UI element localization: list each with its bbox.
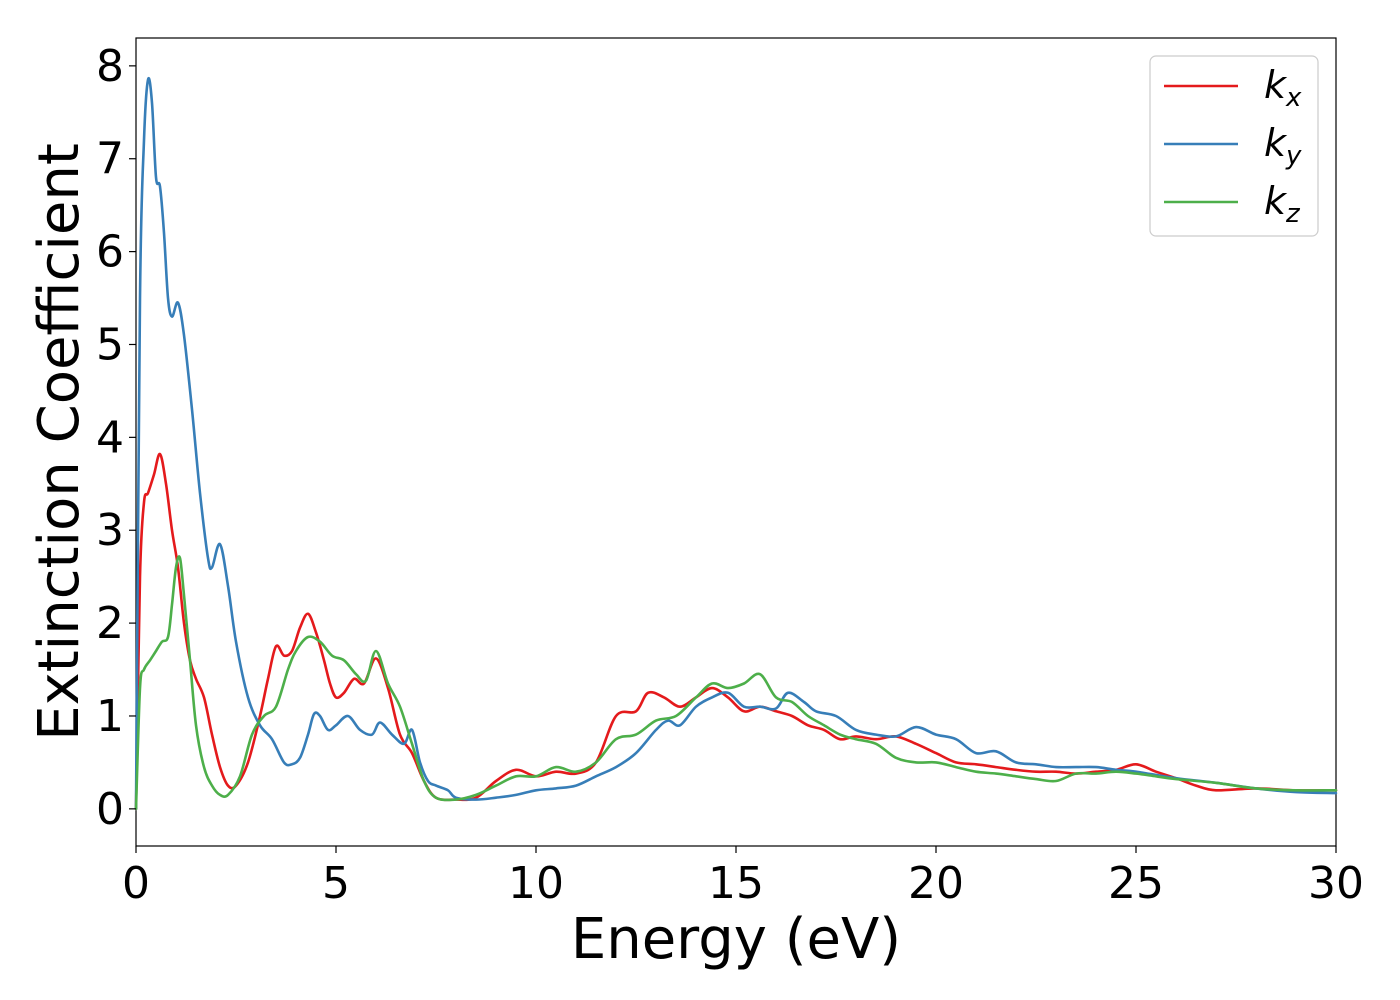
series-layer [134, 77, 1338, 811]
x-axis-ticks: 0 5 10 15 20 25 30 [122, 846, 1364, 909]
y-tick-label: 5 [96, 319, 124, 370]
x-tick-label: 0 [122, 858, 150, 909]
y-tick-label: 2 [96, 598, 124, 649]
x-tick-label: 25 [1108, 858, 1164, 909]
legend-box [1149, 55, 1319, 237]
y-tick-label: 1 [96, 691, 124, 742]
x-axis-label: Energy (eV) [571, 907, 901, 972]
plot-area [135, 37, 1337, 847]
y-tick-label: 7 [96, 134, 124, 185]
legend-label-kz: kz [1264, 179, 1301, 229]
y-axis-ticks: 0 1 2 3 4 5 6 7 8 [96, 41, 136, 835]
x-tick-label: 20 [908, 858, 964, 909]
series-line-kx [134, 452, 1338, 811]
x-tick-label: 30 [1308, 858, 1364, 909]
legend: kx ky kz [1149, 55, 1319, 237]
legend-label-ky: ky [1264, 121, 1302, 171]
y-tick-label: 6 [96, 227, 124, 278]
y-axis-label: Extinction Coefficient [27, 143, 92, 741]
legend-label-kx: kx [1264, 63, 1302, 113]
y-tick-label: 0 [96, 784, 124, 835]
y-tick-label: 3 [96, 505, 124, 556]
series-line-kz [134, 555, 1338, 811]
x-tick-label: 10 [508, 858, 564, 909]
y-tick-label: 4 [96, 412, 124, 463]
x-tick-label: 5 [322, 858, 350, 909]
x-tick-label: 15 [708, 858, 764, 909]
y-tick-label: 8 [96, 41, 124, 92]
series-line-ky [134, 77, 1338, 811]
